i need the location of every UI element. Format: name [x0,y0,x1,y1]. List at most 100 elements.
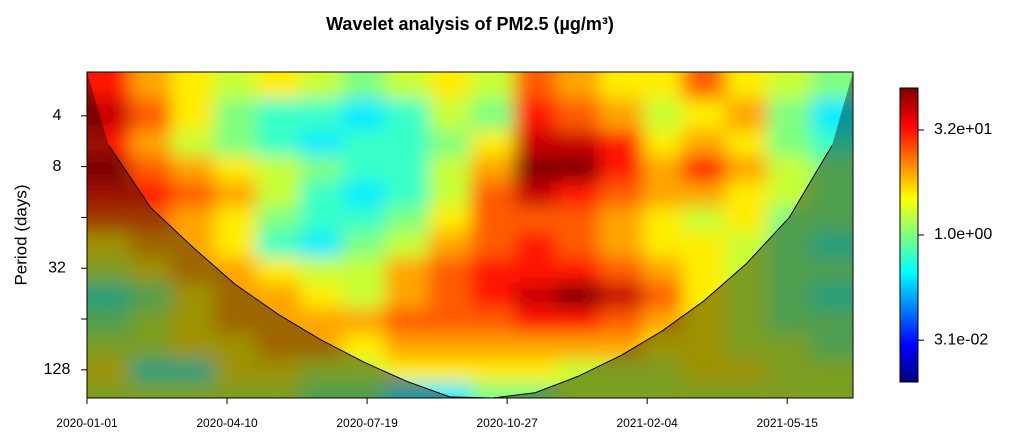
heat-cell [385,232,430,259]
heat-cell [428,257,472,284]
heat-cell [385,98,430,132]
heat-cell [256,257,301,284]
chart-title: Wavelet analysis of PM2.5 (µg/m³) [326,14,614,34]
heat-cell [642,72,683,100]
heat-cell [214,130,257,157]
y-tick-label: 32 [48,259,66,276]
heat-cell [470,232,515,259]
heat-cell [682,72,727,100]
heat-cell [299,98,343,132]
heat-cell [642,206,683,233]
heat-cell [385,257,430,284]
heat-cell [428,206,472,233]
heat-cell [385,72,430,100]
heat-cell [599,206,644,233]
heat-cell [299,206,343,233]
heat-cell [599,130,644,157]
plot-frame [86,71,854,399]
heat-cell [428,232,472,259]
heat-cell [428,382,472,398]
heat-cell [682,156,727,182]
heat-cell [256,232,301,259]
heat-cell [642,283,683,309]
x-tick-label: 2020-04-10 [196,416,258,430]
heat-cell [514,181,557,208]
heat-cell [514,98,557,132]
heat-cell [171,72,215,100]
heat-cell [599,257,644,284]
heat-cell [642,130,683,157]
heat-cell [767,72,812,100]
heat-cell [299,181,343,208]
heat-cell [130,72,172,100]
heat-cell [725,181,769,208]
heat-cell [341,257,386,284]
heat-cell [682,98,727,132]
heat-cell [256,181,301,208]
heat-cell [171,98,215,132]
x-tick-label: 2021-05-15 [756,416,818,430]
heat-cell [556,156,601,182]
heat-cell [514,206,557,233]
heat-cell [385,333,430,360]
heat-cell [725,98,769,132]
heat-cell [130,130,172,157]
heat-cell [299,308,343,335]
heat-cell [556,308,601,335]
heat-cell [341,98,386,132]
heat-cell [642,232,683,259]
heat-cell [642,257,683,284]
heat-cell [214,232,257,259]
heat-cell [171,156,215,182]
heat-cell [470,359,515,383]
colorbar-tick-label: 3.2e+01 [934,121,992,138]
heat-cell [256,130,301,157]
heat-cell [299,156,343,182]
heat-cell [341,181,386,208]
heatmap [87,72,853,398]
y-tick-label: 8 [53,158,62,175]
heat-cell [171,130,215,157]
heat-cell [599,232,644,259]
heat-cell [428,359,472,383]
heat-cell [428,333,472,360]
heat-cell [514,333,557,360]
heat-cell [428,308,472,335]
heat-cell [341,156,386,182]
heat-cell [642,98,683,132]
heat-cell [514,283,557,309]
heat-cell [514,257,557,284]
heat-cell [256,206,301,233]
heat-cell [214,181,257,208]
heat-cell [470,308,515,335]
y-tick-label: 128 [44,361,71,378]
heat-cell [214,206,257,233]
heat-cell [385,206,430,233]
heat-cell [299,283,343,309]
heat-cell [556,130,601,157]
heat-cell [256,98,301,132]
heat-cell [470,382,515,398]
heat-cell [470,72,515,100]
coi-shade [87,72,853,398]
heat-cell [599,98,644,132]
heat-cell [599,72,644,100]
heat-cell [470,257,515,284]
coi-line [108,145,833,398]
colorbar [899,87,919,383]
heat-cell [428,72,472,100]
heat-cell [87,72,131,100]
heat-cell [599,308,644,335]
heat-cell [682,257,727,284]
heat-cell [256,72,301,100]
heat-cell [514,72,557,100]
heat-cell [514,232,557,259]
heat-cell [556,232,601,259]
heat-cell [299,257,343,284]
heat-cell [556,283,601,309]
heat-cell [682,206,727,233]
heat-cell [214,156,257,182]
heat-cell [599,283,644,309]
heat-cell [130,156,172,182]
heat-cell [341,206,386,233]
